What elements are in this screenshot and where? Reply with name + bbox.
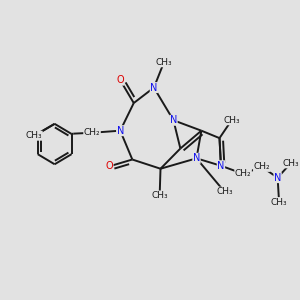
- Text: CH₂: CH₂: [84, 128, 100, 137]
- Text: CH₂: CH₂: [235, 169, 251, 178]
- Text: N: N: [170, 115, 177, 125]
- Text: CH₃: CH₃: [151, 191, 168, 200]
- Text: N: N: [150, 82, 158, 93]
- Text: CH₃: CH₃: [26, 131, 42, 140]
- Text: CH₃: CH₃: [156, 58, 172, 67]
- Text: CH₃: CH₃: [216, 187, 233, 196]
- Text: O: O: [106, 161, 113, 171]
- Text: N: N: [116, 126, 124, 136]
- Text: O: O: [116, 75, 124, 85]
- Text: CH₂: CH₂: [254, 162, 270, 171]
- Text: CH₃: CH₃: [223, 116, 240, 125]
- Text: N: N: [217, 161, 225, 171]
- Text: N: N: [274, 172, 281, 183]
- Text: N: N: [193, 153, 200, 163]
- Text: CH₃: CH₃: [282, 159, 299, 168]
- Text: CH₃: CH₃: [271, 197, 287, 206]
